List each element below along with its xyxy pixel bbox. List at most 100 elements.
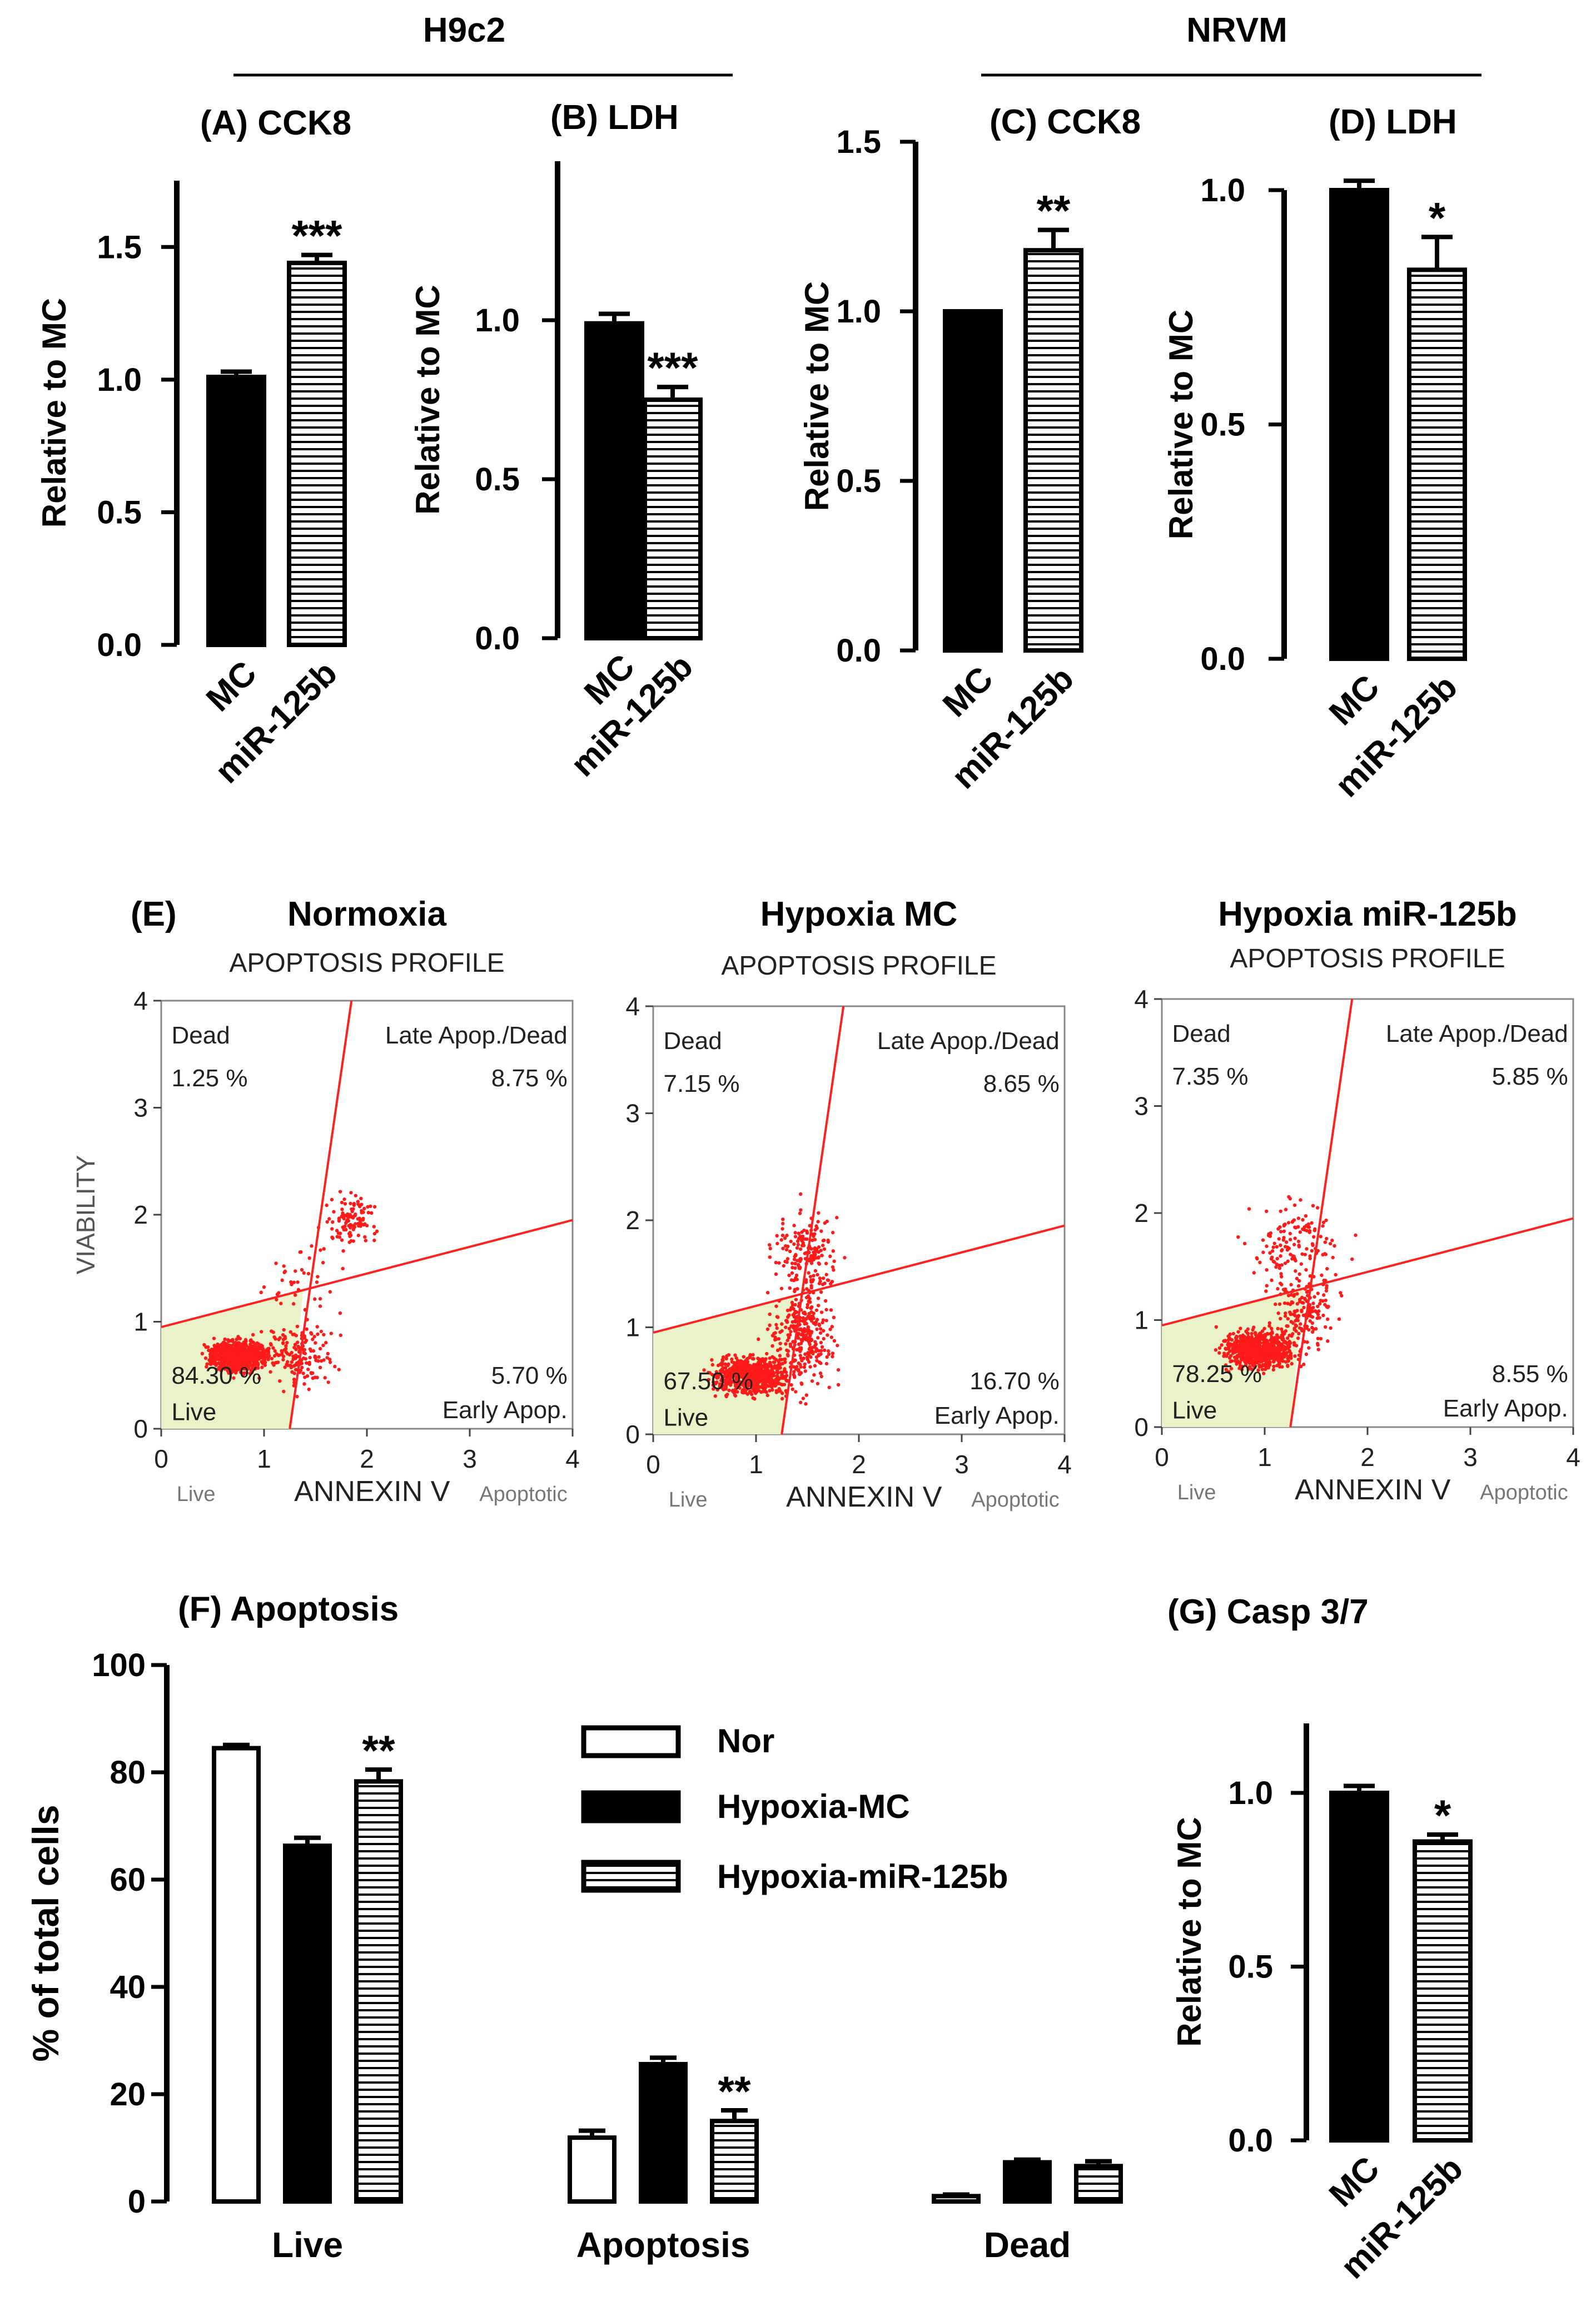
event-dot bbox=[281, 1358, 285, 1361]
event-dot bbox=[807, 1311, 811, 1315]
event-dot bbox=[1296, 1284, 1301, 1288]
event-dot bbox=[1305, 1229, 1309, 1232]
event-dot bbox=[1300, 1309, 1304, 1314]
event-dot bbox=[817, 1360, 822, 1364]
event-dot bbox=[1279, 1209, 1282, 1213]
flow-plot-3: Hypoxia miR-125b APOPTOSIS PROFILE 00 1 1 2 2 3… bbox=[1134, 895, 1580, 1506]
legend-swatch-hypoxia-mir125b bbox=[581, 1860, 681, 1893]
event-dot bbox=[227, 1354, 231, 1358]
event-dot bbox=[710, 1363, 715, 1367]
event-dot bbox=[711, 1383, 715, 1387]
event-dot bbox=[1268, 1356, 1272, 1360]
event-dot bbox=[251, 1353, 255, 1358]
event-dot bbox=[711, 1387, 715, 1391]
event-dot bbox=[292, 1345, 296, 1350]
event-dot bbox=[798, 1323, 802, 1326]
event-dot bbox=[1310, 1309, 1315, 1313]
quadrant-late-value: 8.65 % bbox=[983, 1070, 1060, 1097]
event-dot bbox=[1325, 1236, 1329, 1241]
event-dot bbox=[1292, 1328, 1296, 1331]
x-tick-label: 4 bbox=[565, 1444, 580, 1473]
event-dot bbox=[343, 1202, 347, 1206]
event-dot bbox=[816, 1336, 820, 1340]
event-dot bbox=[826, 1333, 829, 1337]
event-dot bbox=[809, 1338, 813, 1341]
event-dot bbox=[803, 1362, 807, 1366]
event-dot bbox=[815, 1359, 819, 1363]
event-dot bbox=[1260, 1329, 1265, 1333]
event-dot bbox=[208, 1362, 212, 1366]
event-dot bbox=[814, 1355, 819, 1359]
event-dot bbox=[1325, 1304, 1329, 1309]
event-dot bbox=[1225, 1354, 1229, 1358]
event-dot bbox=[1253, 1365, 1257, 1369]
event-dot bbox=[318, 1365, 322, 1370]
event-dot bbox=[818, 1331, 823, 1335]
event-dot bbox=[1316, 1249, 1320, 1253]
x-tick-label: 0 bbox=[154, 1444, 168, 1473]
event-dot bbox=[303, 1375, 307, 1379]
event-dot bbox=[783, 1260, 787, 1264]
event-dot bbox=[292, 1378, 296, 1381]
event-dot bbox=[753, 1378, 757, 1382]
event-dot bbox=[781, 1221, 785, 1226]
event-dot bbox=[815, 1327, 819, 1331]
y-tick-label: 80 bbox=[110, 1755, 146, 1791]
event-dot bbox=[311, 1338, 315, 1341]
event-dot bbox=[1303, 1253, 1307, 1256]
event-dot bbox=[718, 1382, 722, 1386]
event-dot bbox=[1253, 1331, 1257, 1335]
event-dot bbox=[273, 1349, 277, 1353]
event-dot bbox=[347, 1240, 351, 1244]
event-dot bbox=[821, 1283, 825, 1286]
event-dot bbox=[1241, 1347, 1245, 1351]
event-dot bbox=[1279, 1316, 1282, 1321]
event-dot bbox=[755, 1364, 759, 1368]
event-dot bbox=[228, 1348, 232, 1352]
bar-dead-nor bbox=[932, 2194, 981, 2204]
event-dot bbox=[745, 1383, 749, 1387]
event-dot bbox=[794, 1310, 799, 1314]
event-dot bbox=[1271, 1245, 1275, 1249]
event-dot bbox=[1283, 1245, 1287, 1249]
event-dot bbox=[713, 1394, 717, 1398]
event-dot bbox=[1279, 1243, 1282, 1248]
event-dot bbox=[1284, 1311, 1287, 1315]
event-dot bbox=[1305, 1290, 1309, 1294]
y-tick-label: 0.0 bbox=[836, 633, 881, 669]
event-dot bbox=[1279, 1281, 1282, 1285]
event-dot bbox=[827, 1385, 831, 1389]
event-dot bbox=[808, 1345, 812, 1350]
event-dot bbox=[819, 1229, 823, 1233]
y-tick-label: 2 bbox=[1134, 1199, 1148, 1227]
event-dot bbox=[1286, 1359, 1291, 1363]
event-dot bbox=[726, 1374, 730, 1378]
event-dot bbox=[784, 1342, 788, 1346]
event-dot bbox=[1252, 1271, 1256, 1275]
event-dot bbox=[762, 1388, 766, 1393]
event-dot bbox=[751, 1353, 755, 1357]
event-dot bbox=[316, 1275, 320, 1279]
event-dot bbox=[1285, 1336, 1290, 1340]
event-dot bbox=[340, 1207, 344, 1211]
event-dot bbox=[311, 1376, 315, 1380]
event-dot bbox=[1297, 1331, 1301, 1336]
event-dot bbox=[819, 1349, 823, 1353]
quadrant-dead-name: Dead bbox=[664, 1027, 722, 1055]
event-dot bbox=[1282, 1224, 1286, 1228]
event-dot bbox=[810, 1305, 814, 1309]
legend: Nor Hypoxia-MC Hypoxia-miR-125b bbox=[581, 1722, 1008, 1895]
event-dot bbox=[801, 1396, 806, 1400]
significance-label: ** bbox=[1037, 186, 1071, 235]
event-dot bbox=[262, 1285, 266, 1289]
event-dot bbox=[792, 1242, 796, 1246]
event-dot bbox=[764, 1357, 768, 1361]
event-dot bbox=[317, 1355, 321, 1359]
event-dot bbox=[794, 1273, 799, 1278]
event-dot bbox=[1261, 1238, 1265, 1242]
event-dot bbox=[787, 1313, 791, 1317]
event-dot bbox=[724, 1394, 728, 1398]
x-axis-apoptotic-label: Apoptotic bbox=[479, 1483, 567, 1506]
bar-apoptosis-nor bbox=[568, 2135, 616, 2204]
